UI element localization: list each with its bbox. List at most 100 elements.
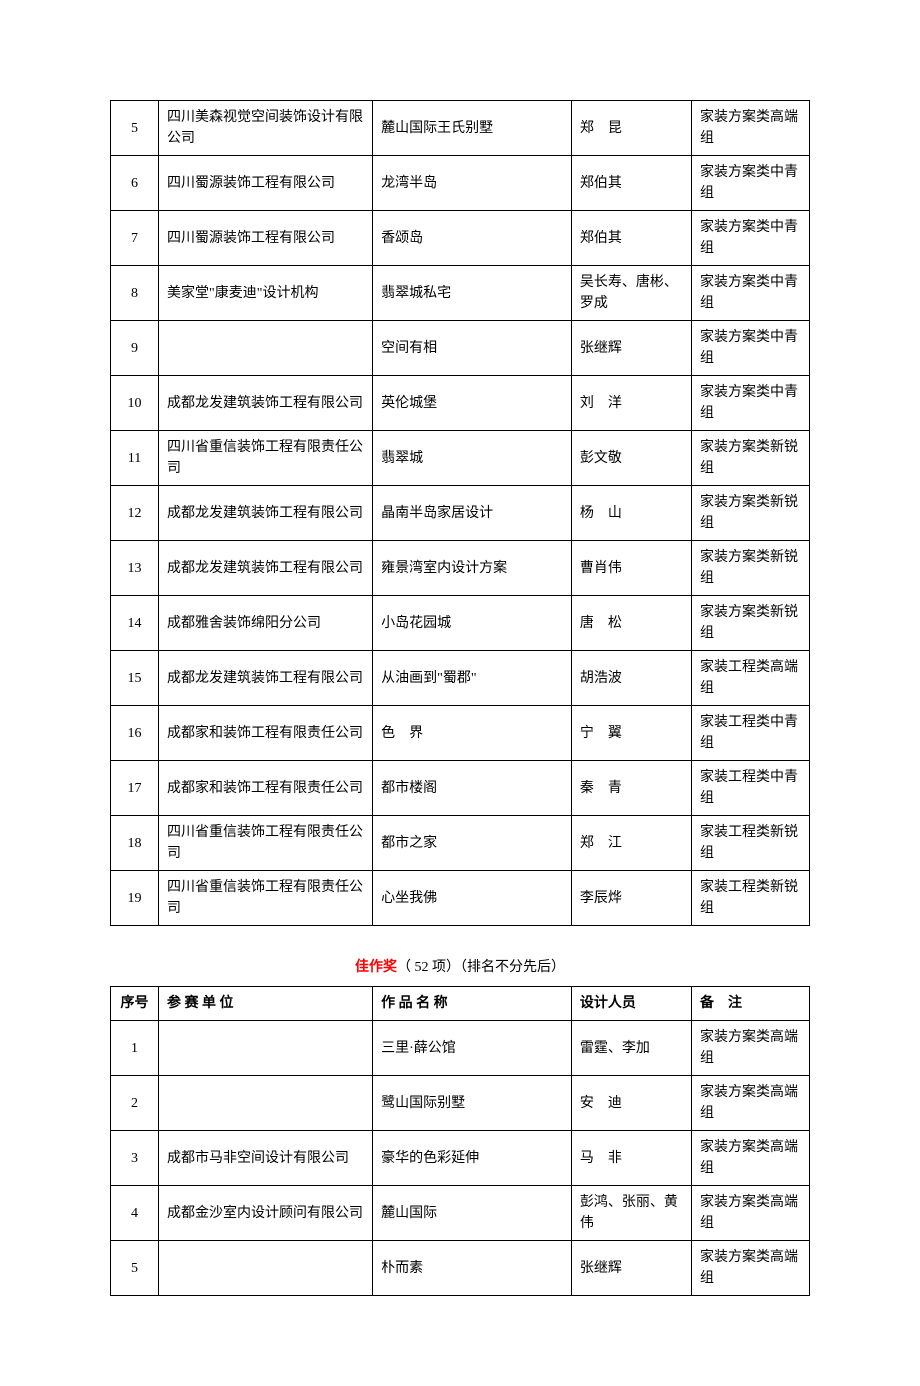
cell-proj: 鹭山国际别墅 — [373, 1076, 572, 1131]
cell-proj: 空间有相 — [373, 321, 572, 376]
cell-person: 彭鸿、张丽、黄伟 — [571, 1186, 691, 1241]
cell-proj: 心坐我佛 — [373, 871, 572, 926]
cell-num: 19 — [111, 871, 159, 926]
cell-person: 秦 青 — [571, 761, 691, 816]
cell-org: 成都金沙室内设计顾问有限公司 — [159, 1186, 373, 1241]
table-row: 7四川蜀源装饰工程有限公司香颂岛郑伯其家装方案类中青组 — [111, 211, 810, 266]
cell-proj: 都市之家 — [373, 816, 572, 871]
cell-num: 1 — [111, 1021, 159, 1076]
cell-note: 家装方案类中青组 — [692, 156, 810, 211]
cell-proj: 豪华的色彩延伸 — [373, 1131, 572, 1186]
header-person: 设计人员 — [571, 987, 691, 1021]
cell-org: 成都市马非空间设计有限公司 — [159, 1131, 373, 1186]
cell-org: 成都龙发建筑装饰工程有限公司 — [159, 541, 373, 596]
cell-note: 家装方案类高端组 — [692, 1021, 810, 1076]
table-row: 1三里·薛公馆雷霆、李加家装方案类高端组 — [111, 1021, 810, 1076]
cell-note: 家装方案类中青组 — [692, 266, 810, 321]
cell-person: 刘 洋 — [571, 376, 691, 431]
header-note: 备 注 — [692, 987, 810, 1021]
header-org: 参 赛 单 位 — [159, 987, 373, 1021]
cell-person: 张继辉 — [571, 1241, 691, 1296]
award-name: 佳作奖 — [355, 960, 397, 975]
table-row: 13成都龙发建筑装饰工程有限公司雍景湾室内设计方案曹肖伟家装方案类新锐组 — [111, 541, 810, 596]
cell-person: 曹肖伟 — [571, 541, 691, 596]
table-row: 19四川省重信装饰工程有限责任公司心坐我佛李辰烨家装工程类新锐组 — [111, 871, 810, 926]
table-row: 5四川美森视觉空间装饰设计有限公司麓山国际王氏别墅郑 昆家装方案类高端组 — [111, 101, 810, 156]
cell-note: 家装方案类高端组 — [692, 1131, 810, 1186]
header-num: 序号 — [111, 987, 159, 1021]
cell-person: 郑伯其 — [571, 156, 691, 211]
cell-num: 4 — [111, 1186, 159, 1241]
cell-person: 李辰烨 — [571, 871, 691, 926]
cell-note: 家装方案类中青组 — [692, 376, 810, 431]
table-row: 17成都家和装饰工程有限责任公司都市楼阁秦 青家装工程类中青组 — [111, 761, 810, 816]
cell-org — [159, 1021, 373, 1076]
table-row: 6四川蜀源装饰工程有限公司龙湾半岛郑伯其家装方案类中青组 — [111, 156, 810, 211]
cell-person: 唐 松 — [571, 596, 691, 651]
cell-note: 家装方案类中青组 — [692, 211, 810, 266]
cell-org: 四川美森视觉空间装饰设计有限公司 — [159, 101, 373, 156]
cell-num: 5 — [111, 1241, 159, 1296]
cell-proj: 色 界 — [373, 706, 572, 761]
table-row: 18四川省重信装饰工程有限责任公司都市之家郑 江家装工程类新锐组 — [111, 816, 810, 871]
cell-proj: 都市楼阁 — [373, 761, 572, 816]
cell-num: 2 — [111, 1076, 159, 1131]
cell-proj: 小岛花园城 — [373, 596, 572, 651]
cell-num: 8 — [111, 266, 159, 321]
table-row: 16成都家和装饰工程有限责任公司色 界宁 翼家装工程类中青组 — [111, 706, 810, 761]
cell-proj: 翡翠城 — [373, 431, 572, 486]
cell-num: 18 — [111, 816, 159, 871]
cell-num: 9 — [111, 321, 159, 376]
cell-note: 家装工程类中青组 — [692, 706, 810, 761]
cell-num: 6 — [111, 156, 159, 211]
table-row: 14成都雅舍装饰绵阳分公司小岛花园城唐 松家装方案类新锐组 — [111, 596, 810, 651]
cell-proj: 英伦城堡 — [373, 376, 572, 431]
header-proj: 作 品 名 称 — [373, 987, 572, 1021]
cell-org: 美家堂"康麦迪"设计机构 — [159, 266, 373, 321]
section-title: 佳作奖（ 52 项）（排名不分先后） — [110, 956, 810, 976]
cell-note: 家装方案类新锐组 — [692, 486, 810, 541]
award-table-2: 序号 参 赛 单 位 作 品 名 称 设计人员 备 注 1三里·薛公馆雷霆、李加… — [110, 986, 810, 1296]
cell-note: 家装工程类中青组 — [692, 761, 810, 816]
cell-person: 郑伯其 — [571, 211, 691, 266]
cell-person: 马 非 — [571, 1131, 691, 1186]
cell-num: 15 — [111, 651, 159, 706]
cell-org — [159, 1076, 373, 1131]
table-row: 4成都金沙室内设计顾问有限公司麓山国际彭鸿、张丽、黄伟家装方案类高端组 — [111, 1186, 810, 1241]
cell-org: 成都家和装饰工程有限责任公司 — [159, 706, 373, 761]
cell-note: 家装方案类中青组 — [692, 321, 810, 376]
cell-person: 张继辉 — [571, 321, 691, 376]
cell-num: 10 — [111, 376, 159, 431]
table-header-row: 序号 参 赛 单 位 作 品 名 称 设计人员 备 注 — [111, 987, 810, 1021]
cell-note: 家装方案类新锐组 — [692, 541, 810, 596]
table-row: 5朴而素张继辉家装方案类高端组 — [111, 1241, 810, 1296]
cell-note: 家装方案类新锐组 — [692, 431, 810, 486]
cell-person: 胡浩波 — [571, 651, 691, 706]
cell-org: 四川蜀源装饰工程有限公司 — [159, 211, 373, 266]
cell-note: 家装工程类新锐组 — [692, 816, 810, 871]
cell-person: 吴长寿、唐彬、罗成 — [571, 266, 691, 321]
cell-person: 郑 昆 — [571, 101, 691, 156]
cell-person: 宁 翼 — [571, 706, 691, 761]
cell-proj: 麓山国际 — [373, 1186, 572, 1241]
cell-note: 家装工程类高端组 — [692, 651, 810, 706]
cell-org: 成都龙发建筑装饰工程有限公司 — [159, 376, 373, 431]
cell-person: 杨 山 — [571, 486, 691, 541]
award-count: （ 52 项）（排名不分先后） — [397, 960, 565, 975]
cell-org: 四川省重信装饰工程有限责任公司 — [159, 431, 373, 486]
award-table-1: 5四川美森视觉空间装饰设计有限公司麓山国际王氏别墅郑 昆家装方案类高端组6四川蜀… — [110, 100, 810, 926]
cell-proj: 龙湾半岛 — [373, 156, 572, 211]
cell-num: 13 — [111, 541, 159, 596]
cell-org — [159, 321, 373, 376]
table-row: 2鹭山国际别墅安 迪家装方案类高端组 — [111, 1076, 810, 1131]
cell-person: 彭文敬 — [571, 431, 691, 486]
cell-org: 四川蜀源装饰工程有限公司 — [159, 156, 373, 211]
cell-note: 家装方案类高端组 — [692, 101, 810, 156]
table-row: 3成都市马非空间设计有限公司豪华的色彩延伸马 非家装方案类高端组 — [111, 1131, 810, 1186]
cell-org: 成都龙发建筑装饰工程有限公司 — [159, 486, 373, 541]
table-row: 10成都龙发建筑装饰工程有限公司英伦城堡刘 洋家装方案类中青组 — [111, 376, 810, 431]
cell-org: 成都龙发建筑装饰工程有限公司 — [159, 651, 373, 706]
cell-num: 7 — [111, 211, 159, 266]
cell-org — [159, 1241, 373, 1296]
cell-proj: 麓山国际王氏别墅 — [373, 101, 572, 156]
